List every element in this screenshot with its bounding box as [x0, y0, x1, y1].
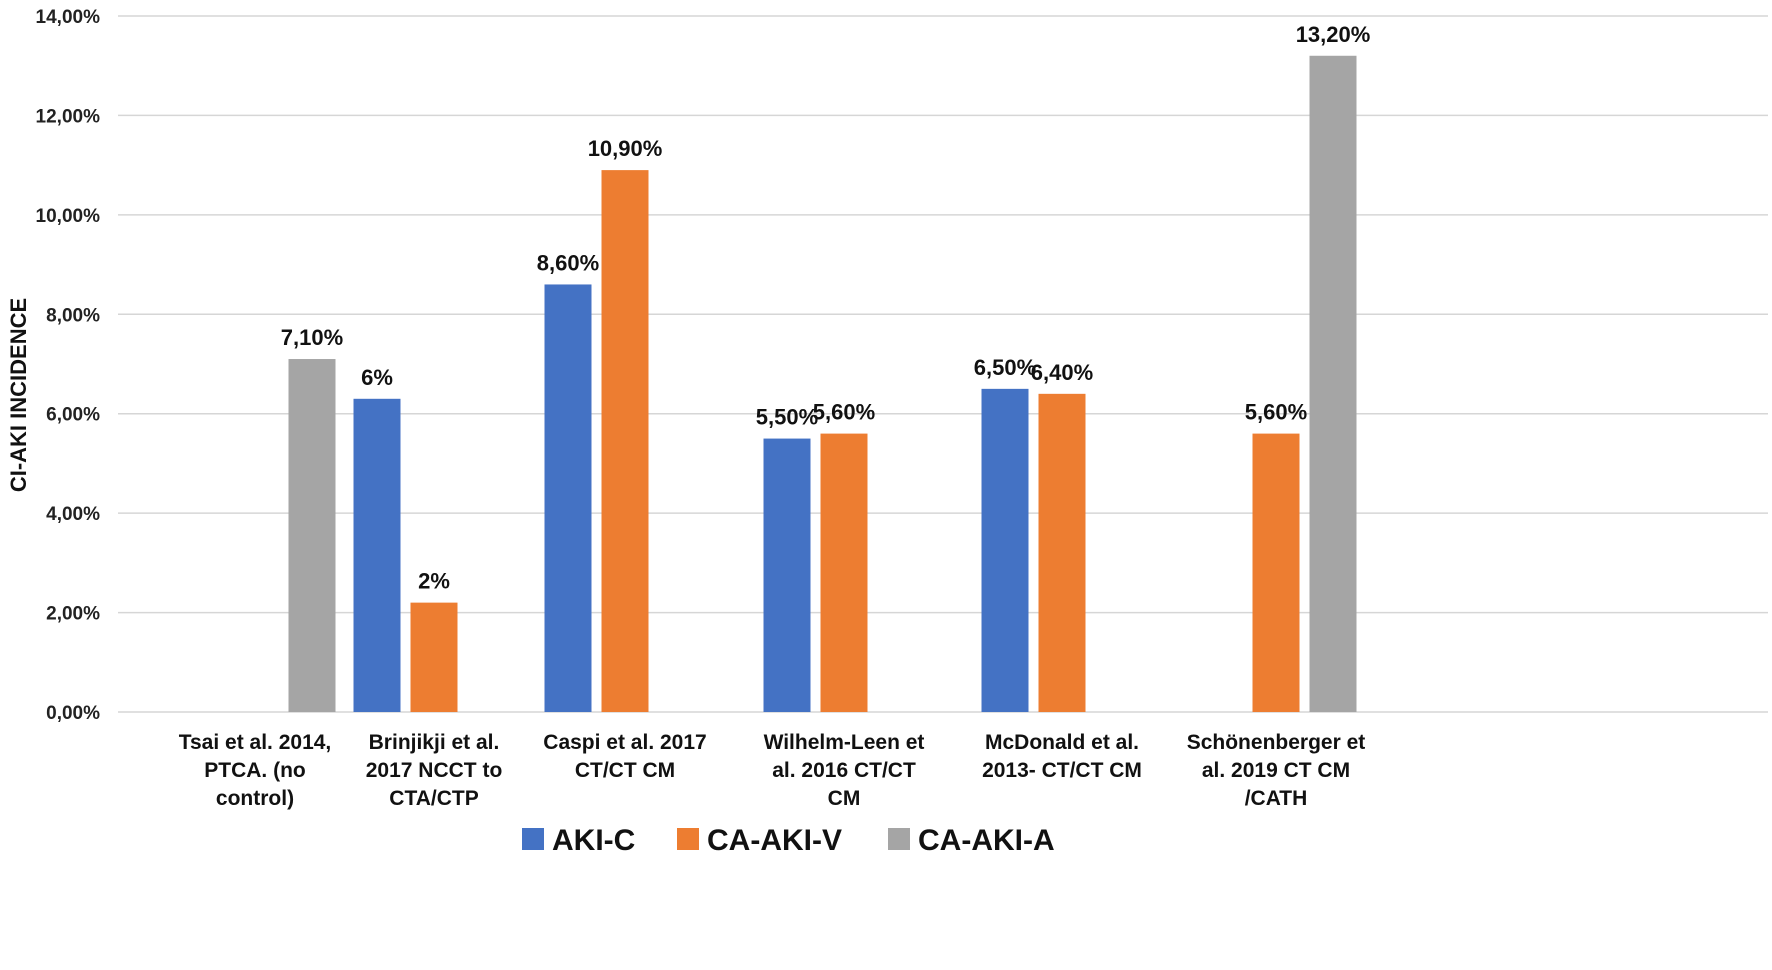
y-tick-label: 12,00%: [36, 106, 101, 127]
bar-ca-aki-v: [601, 170, 649, 713]
legend-label-ca-aki-a: CA-AKI-A: [918, 824, 1055, 857]
bar-aki-c: [353, 398, 401, 712]
x-category-label: McDonald et al. 2013- CT/CT CM: [982, 731, 1142, 782]
data-label: 6%: [361, 365, 393, 390]
x-category-label: Wilhelm-Leen et al. 2016 CT/CT CM: [764, 731, 925, 810]
x-category-label-line: /CATH: [1245, 787, 1308, 810]
legend: AKI-C CA-AKI-V CA-AKI-A: [522, 824, 1055, 857]
x-category-label-line: Schönenberger et: [1187, 731, 1366, 754]
data-label: 5,60%: [1245, 400, 1307, 425]
y-tick-label: 14,00%: [36, 7, 101, 28]
legend-swatch-ca-aki-v: [677, 828, 699, 850]
y-tick-label: 10,00%: [36, 206, 101, 227]
bar-ca-aki-a: [1309, 55, 1357, 713]
x-category-label-line: 2017 NCCT to: [366, 759, 503, 782]
y-tick-label: 2,00%: [46, 604, 100, 625]
x-category-label-line: Caspi et al. 2017: [543, 731, 706, 754]
x-category-label-line: al. 2019 CT CM: [1202, 759, 1350, 782]
data-label: 10,90%: [588, 136, 663, 161]
data-label: 8,60%: [537, 250, 599, 275]
x-category-label-line: al. 2016 CT/CT: [772, 759, 916, 782]
x-category-label: Schönenberger et al. 2019 CT CM/CATH: [1187, 731, 1366, 810]
y-tick-label: 0,00%: [46, 703, 100, 724]
x-category-label-line: Tsai et al. 2014,: [179, 731, 332, 754]
data-labels: 6% 8,60% 5,50% 6,50% 2% 10,90% 5,60% 6,40% 5,60%…: [281, 22, 1371, 594]
data-label: 7,10%: [281, 325, 343, 350]
x-category-label-line: CM: [828, 787, 861, 810]
legend-label-aki-c: AKI-C: [552, 824, 635, 857]
bar-ca-aki-v: [410, 602, 458, 712]
data-label: 13,20%: [1296, 22, 1371, 47]
bar-aki-c: [544, 284, 592, 712]
y-tick-label: 8,00%: [46, 305, 100, 326]
bar-ca-aki-v: [1252, 433, 1300, 712]
bar-aki-c: [763, 438, 811, 712]
data-label: 5,50%: [756, 405, 818, 430]
x-category-label-line: CTA/CTP: [389, 787, 478, 810]
x-category-label: Brinjikji et al. 2017 NCCT to CTA/CTP: [366, 731, 503, 810]
x-category-label-line: PTCA. (no: [204, 759, 305, 782]
x-category-label-line: McDonald et al.: [985, 731, 1139, 754]
data-label: 6,50%: [974, 355, 1036, 380]
data-label: 2%: [418, 569, 450, 594]
bar-ca-aki-a: [288, 359, 336, 712]
data-label: 5,60%: [813, 400, 875, 425]
bar-ca-aki-v: [820, 433, 868, 712]
bar-ca-aki-v: [1038, 393, 1086, 712]
x-category-label: Tsai et al. 2014, PTCA. (no control): [179, 731, 332, 810]
legend-swatch-ca-aki-a: [888, 828, 910, 850]
x-category-label-line: CT/CT CM: [575, 759, 675, 782]
x-axis-categories: Tsai et al. 2014, PTCA. (no control) Brinji…: [179, 731, 1366, 810]
x-category-label-line: control): [216, 787, 294, 810]
y-tick-label: 6,00%: [46, 405, 100, 426]
x-category-label-line: 2013- CT/CT CM: [982, 759, 1142, 782]
x-category-label: Caspi et al. 2017 CT/CT CM: [543, 731, 706, 782]
y-axis-ticks: 0,00% 2,00% 4,00% 6,00% 8,00% 10,00% 12,00% 14,…: [36, 7, 101, 724]
data-label: 6,40%: [1031, 360, 1093, 385]
legend-swatch-aki-c: [522, 828, 544, 850]
bar-aki-c: [981, 388, 1029, 712]
y-tick-label: 4,00%: [46, 504, 100, 525]
bars: [288, 55, 1357, 713]
x-category-label-line: Brinjikji et al.: [369, 731, 500, 754]
x-category-label-line: Wilhelm-Leen et: [764, 731, 925, 754]
legend-label-ca-aki-v: CA-AKI-V: [707, 824, 842, 857]
y-axis-title: CI-AKI INCIDENCE: [6, 298, 31, 492]
